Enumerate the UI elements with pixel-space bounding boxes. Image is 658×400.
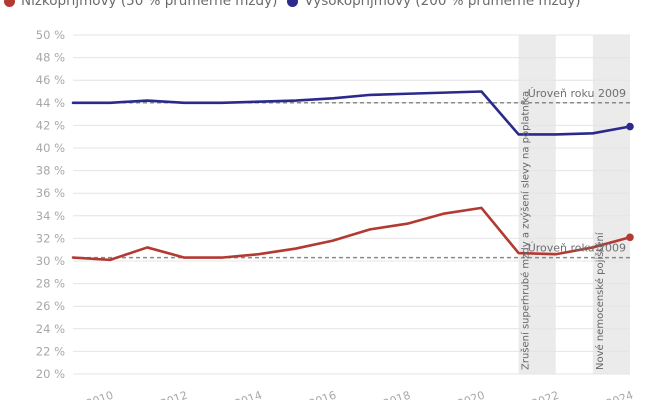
series-line-1	[71, 90, 632, 136]
shaded-period-label-0: Zrušení superhrubé mzdy a zvýšení slevy …	[520, 91, 532, 370]
legend-marker-high-income	[287, 0, 299, 7]
x-tick-label-2024: 2024	[604, 389, 635, 400]
shaded-period-0	[518, 35, 556, 374]
y-tick-label-50: 50 %	[36, 28, 65, 42]
reference-line-label-0: Úroveň roku 2009	[528, 87, 626, 100]
y-tick-label-22: 22 %	[36, 344, 65, 358]
y-tick-label-40: 40 %	[36, 141, 65, 155]
y-tick-label-46: 46 %	[36, 73, 65, 87]
legend-label-low-income: Nízkopříjmový (50 % průměrné mzdy)	[21, 0, 278, 9]
series-end-point-1	[626, 122, 634, 131]
x-tick-label-2018: 2018	[381, 389, 412, 400]
shaded-period-1	[592, 35, 630, 374]
legend-item-low-income: Nízkopříjmový (50 % průměrné mzdy)	[4, 0, 277, 9]
shaded-period-label-1: Nové nemocenské pojištění	[594, 231, 606, 370]
y-tick-label-42: 42 %	[36, 118, 65, 132]
reference-line-label-1: Úroveň roku 2009	[528, 242, 626, 255]
y-tick-label-48: 48 %	[36, 51, 65, 65]
x-tick-label-2020: 2020	[456, 389, 487, 400]
y-tick-label-28: 28 %	[36, 277, 65, 291]
series-line-0	[71, 206, 632, 262]
y-tick-label-26: 26 %	[36, 299, 65, 313]
series-end-point-0	[626, 233, 634, 242]
y-tick-label-20: 20 %	[36, 367, 65, 381]
y-tick-label-24: 24 %	[36, 322, 65, 336]
legend-marker-low-income	[4, 0, 15, 7]
x-tick-label-2014: 2014	[233, 389, 264, 400]
legend-label-high-income: Vysokopříjmový (200 % průměrné mzdy)	[304, 0, 581, 9]
y-tick-label-36: 36 %	[36, 186, 65, 200]
x-tick-label-2010: 2010	[84, 389, 115, 400]
y-tick-label-38: 38 %	[36, 164, 65, 178]
x-tick-label-2022: 2022	[530, 389, 561, 400]
legend-item-high-income: Vysokopříjmový (200 % průměrné mzdy)	[287, 0, 581, 9]
chart-legend: Nízkopříjmový (50 % průměrné mzdy) Vysok…	[4, 0, 591, 11]
y-tick-label-34: 34 %	[36, 209, 65, 223]
x-tick-label-2016: 2016	[307, 389, 338, 400]
x-tick-label-2012: 2012	[159, 389, 190, 400]
y-tick-label-44: 44 %	[36, 96, 65, 110]
y-tick-label-30: 30 %	[36, 254, 65, 268]
y-tick-label-32: 32 %	[36, 231, 65, 245]
